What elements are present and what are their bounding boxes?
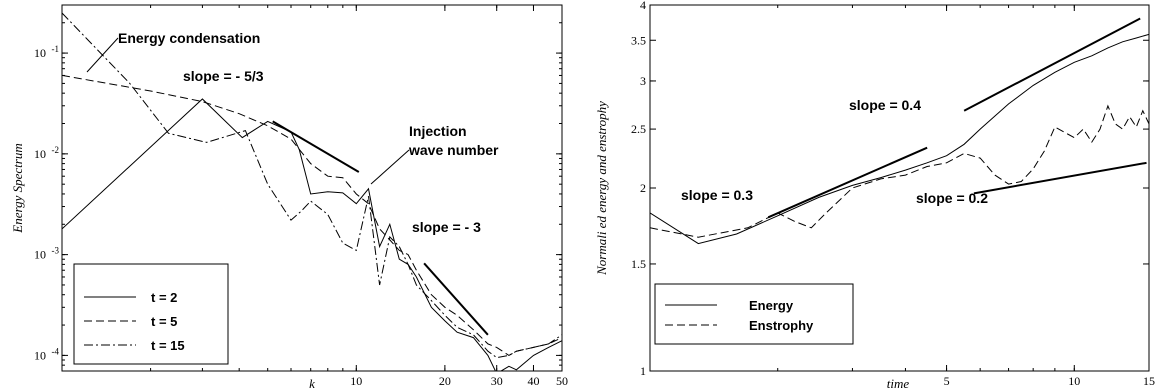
series-line-t-5 — [62, 74, 562, 356]
legend-label-energy: Energy — [749, 298, 794, 313]
right-reference-lines — [767, 17, 1147, 219]
series-line-enstrophy — [650, 104, 1149, 238]
right-legend-box — [654, 283, 854, 345]
y-tick-label: 10 — [34, 46, 46, 60]
series-line-energy — [650, 33, 1149, 245]
annotation-slope-minus-3: slope = - 3 — [412, 219, 481, 235]
y-tick-label: 2.5 — [631, 122, 646, 136]
annotation-injection: Injection — [409, 123, 467, 139]
y-tick-label: 10 — [34, 248, 46, 262]
reference-slope-line-0 — [272, 120, 360, 173]
right-chart: 5 10 15 1 1.5 2 2.5 3 3.5 4 time Normali ed energ… — [594, 0, 1155, 391]
reference-slope-line-1 — [963, 17, 1141, 112]
reference-slope-line-0 — [767, 146, 928, 219]
legend-label-t2: t = 2 — [151, 290, 177, 305]
x-tick-label: 5 — [944, 374, 950, 388]
y-tick-label: 4 — [640, 0, 646, 12]
x-tick-label: 15 — [1143, 374, 1155, 388]
y-tick-exponent: -1 — [52, 44, 60, 54]
left-plot-lines — [62, 12, 562, 371]
left-reference-lines — [272, 120, 489, 336]
right-x-axis-label: time — [887, 376, 910, 391]
annotation-energy-condensation: Energy condensation — [118, 30, 260, 46]
right-ticks: 5 10 15 1 1.5 2 2.5 3 3.5 4 — [631, 0, 1155, 388]
annotation-wave-number: wave number — [408, 142, 499, 158]
y-tick-label: 10 — [34, 147, 46, 161]
y-tick-label: 1.5 — [631, 257, 646, 271]
left-chart: 10 20 30 40 50 10 -4 10 -3 10 -2 10 -1 k Energy Spec… — [10, 4, 568, 391]
y-tick-label: 1 — [640, 364, 646, 378]
annotation-slope-0-2: slope = 0.2 — [916, 190, 988, 206]
series-line-t-15 — [62, 12, 562, 359]
right-plot-lines — [650, 33, 1149, 245]
y-tick-label: 3 — [640, 74, 646, 88]
legend-label-t15: t = 15 — [151, 338, 185, 353]
y-tick-label: 3.5 — [631, 33, 646, 47]
x-tick-label: 10 — [1068, 374, 1080, 388]
y-tick-label: 2 — [640, 181, 646, 195]
left-legend-box — [73, 263, 229, 365]
x-tick-label: 20 — [439, 374, 451, 388]
annotation-slope-minus-5-3: slope = - 5/3 — [183, 68, 264, 84]
y-tick-exponent: -2 — [52, 145, 60, 155]
left-y-axis-label: Energy Spectrum — [10, 143, 25, 233]
x-tick-label: 40 — [527, 374, 539, 388]
y-tick-exponent: -3 — [52, 246, 60, 256]
reference-slope-line-2 — [973, 161, 1147, 195]
legend-label-t5: t = 5 — [151, 314, 177, 329]
left-ticks: 10 20 30 40 50 10 -4 10 -3 10 -2 10 -1 — [34, 5, 568, 388]
left-plot-frame — [61, 4, 563, 372]
series-line-t-2 — [62, 98, 562, 371]
left-legend: t = 2 t = 5 t = 15 — [73, 263, 229, 365]
y-tick-label: 10 — [34, 348, 46, 362]
y-tick-exponent: -4 — [52, 346, 60, 356]
legend-label-enstrophy: Enstrophy — [749, 318, 814, 333]
right-y-axis-label: Normali ed energy and enstrophy — [594, 101, 609, 276]
annotation-energy-condensation-pointer — [86, 37, 119, 73]
x-tick-label: 10 — [350, 374, 362, 388]
left-x-axis-label: k — [309, 376, 315, 391]
annotation-slope-0-3: slope = 0.3 — [681, 187, 753, 203]
x-tick-label: 30 — [491, 374, 503, 388]
reference-slope-line-1 — [423, 262, 489, 336]
annotation-injection-pointer — [370, 149, 410, 185]
right-legend: Energy Enstrophy — [654, 283, 854, 345]
annotation-slope-0-4: slope = 0.4 — [849, 97, 921, 113]
x-tick-label: 50 — [556, 374, 568, 388]
